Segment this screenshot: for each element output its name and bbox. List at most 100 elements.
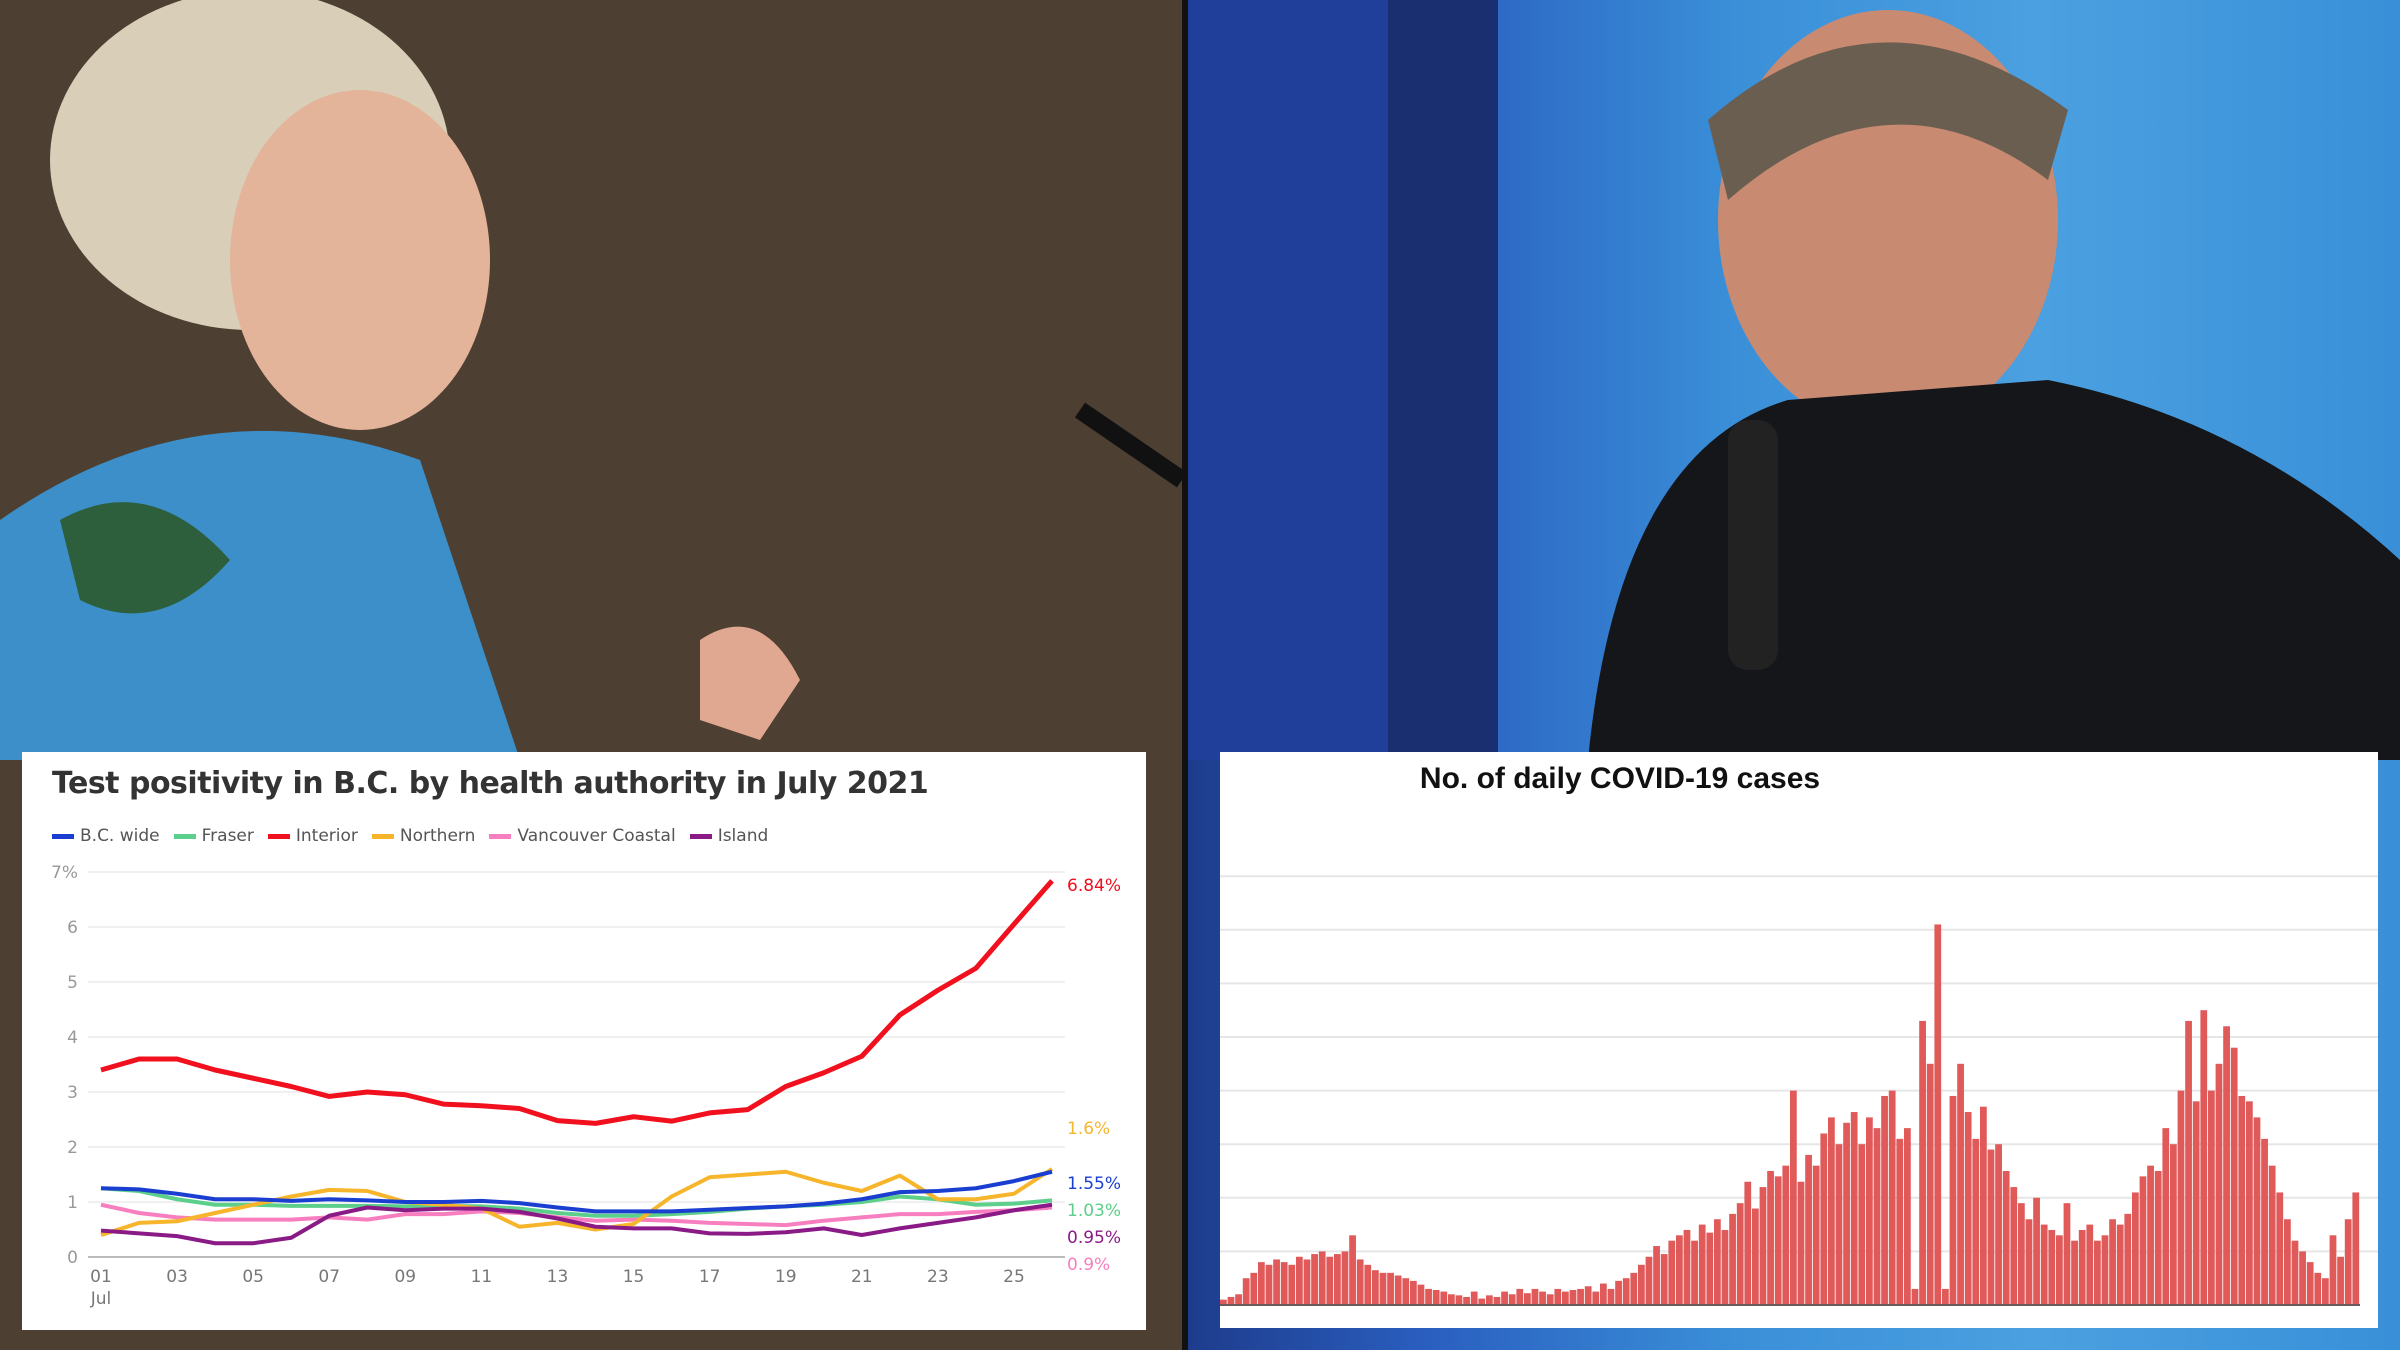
bar [1721, 1229, 1729, 1305]
bar [2306, 1262, 2314, 1305]
bar [1577, 1288, 1584, 1305]
bar [2322, 1278, 2329, 1305]
bar [1873, 1128, 1881, 1305]
bar [2177, 1090, 2185, 1305]
bar [2147, 1165, 2154, 1305]
bar [1531, 1288, 1539, 1305]
bar [1311, 1254, 1318, 1305]
legend-swatch [52, 833, 74, 839]
bar [1767, 1171, 1774, 1305]
bar [2109, 1219, 2116, 1305]
bar [2132, 1192, 2139, 1305]
bar [1478, 1298, 1486, 1305]
bar [1934, 924, 1942, 1305]
bar [1858, 1144, 1866, 1305]
legend-item[interactable]: Vancouver Coastal [489, 826, 676, 846]
y-tick-label: 0 [67, 1248, 78, 1268]
bar [1402, 1278, 1410, 1305]
bar [1698, 1224, 1706, 1305]
bar [1303, 1259, 1311, 1305]
bar [1250, 1272, 1258, 1305]
legend-item[interactable]: B.C. wide [52, 826, 160, 846]
legend-item[interactable]: Fraser [173, 826, 254, 846]
bar [2208, 1090, 2215, 1305]
bar [2253, 1117, 2261, 1305]
bar [2101, 1235, 2109, 1305]
bar [1911, 1288, 1919, 1305]
y-tick-label: 5 [67, 973, 78, 993]
bar [1432, 1289, 1440, 1305]
legend-item[interactable]: Interior [267, 826, 358, 846]
series-line-vancouver-coastal [100, 1202, 1053, 1228]
bar [2268, 1165, 2276, 1305]
bar [1425, 1288, 1432, 1305]
legend-swatch [371, 833, 394, 839]
bar [1744, 1181, 1752, 1305]
y-tick-label: 2 [67, 1138, 78, 1158]
bar [1493, 1296, 1501, 1305]
legend-swatch [489, 833, 512, 839]
bar [1919, 1020, 1926, 1305]
bar [1653, 1246, 1660, 1305]
bar [1957, 1063, 1964, 1305]
y-tick-label: 7% [51, 863, 78, 883]
bar [1516, 1288, 1524, 1305]
bar [1850, 1112, 1858, 1305]
bar [1691, 1240, 1698, 1305]
bar [1774, 1176, 1782, 1305]
bar [1280, 1262, 1288, 1305]
bar [1372, 1270, 1379, 1305]
end-value-label: 6.84% [1067, 876, 1121, 896]
bar [1942, 1288, 1949, 1305]
bar [1539, 1291, 1546, 1305]
bar [1318, 1251, 1326, 1305]
series-line-northern [100, 1167, 1054, 1237]
legend-item[interactable]: Island [689, 826, 768, 846]
x-tick-label: 23 [927, 1267, 949, 1287]
x-tick-label: 03 [166, 1267, 188, 1287]
bar [1676, 1235, 1683, 1305]
bar [1410, 1280, 1417, 1305]
legend-item[interactable]: Northern [371, 826, 475, 846]
bar [1334, 1254, 1341, 1305]
end-value-label: 0.9% [1067, 1255, 1110, 1275]
daily-cases-chart: No. of daily COVID-19 cases [1220, 752, 2378, 1328]
bar [1896, 1138, 1904, 1305]
bar [2329, 1235, 2337, 1305]
photo-right-art [1188, 0, 2400, 760]
bar [2056, 1235, 2063, 1305]
bar [1660, 1254, 1668, 1305]
bar [1600, 1283, 1607, 1305]
bar [1364, 1264, 1372, 1305]
x-tick-label: 19 [775, 1267, 797, 1287]
bar [2284, 1219, 2291, 1305]
bar [1926, 1063, 1934, 1305]
bar [1964, 1112, 1972, 1305]
bar [2238, 1095, 2246, 1305]
bar [2154, 1171, 2162, 1305]
bar [2192, 1101, 2200, 1305]
x-tick-label: 05 [242, 1267, 264, 1287]
series-line-b-c-wide [100, 1169, 1053, 1214]
shirt-shape [1588, 380, 2400, 760]
bar [2276, 1192, 2284, 1305]
bar [2025, 1219, 2033, 1305]
bar [2215, 1063, 2223, 1305]
legend-swatch [689, 833, 712, 839]
legend-swatch [267, 833, 290, 839]
bar [1455, 1295, 1463, 1305]
bar [1508, 1294, 1516, 1305]
bar [1470, 1291, 1478, 1305]
bar [1448, 1294, 1455, 1305]
bar [1752, 1208, 1759, 1305]
bar [1881, 1095, 1888, 1305]
bar [2124, 1213, 2132, 1305]
face-shape [230, 90, 490, 430]
bar [1524, 1293, 1531, 1305]
bar [1562, 1291, 1569, 1305]
bar [2344, 1219, 2352, 1305]
bar [1607, 1288, 1615, 1305]
bar [1797, 1181, 1805, 1305]
bar [1995, 1144, 2002, 1305]
end-value-label: 0.95% [1067, 1228, 1121, 1248]
